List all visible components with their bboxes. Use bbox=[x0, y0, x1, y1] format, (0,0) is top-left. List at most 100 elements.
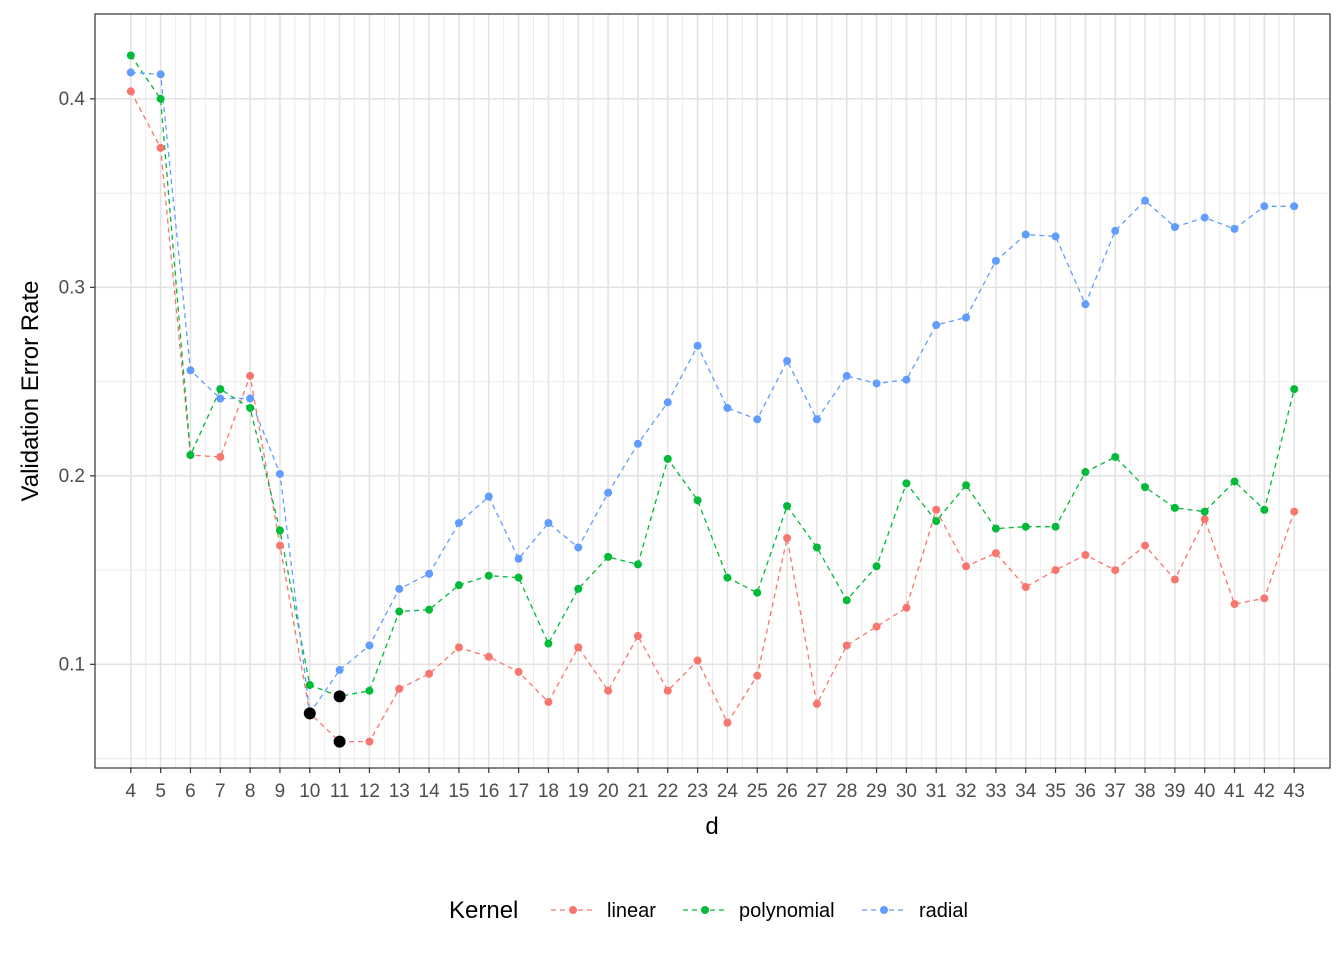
x-tick-label: 34 bbox=[1015, 781, 1037, 802]
x-tick-label: 31 bbox=[926, 781, 947, 802]
data-point-polynomial bbox=[1021, 522, 1030, 531]
data-point-linear bbox=[484, 652, 493, 661]
y-tick-label: 0.4 bbox=[59, 89, 86, 110]
data-point-polynomial bbox=[246, 403, 255, 412]
data-points bbox=[126, 51, 1299, 746]
x-tick-label: 25 bbox=[747, 781, 768, 802]
data-point-radial bbox=[1111, 226, 1120, 235]
data-point-linear bbox=[1260, 594, 1269, 603]
data-point-radial bbox=[544, 518, 553, 527]
grid-lines bbox=[95, 14, 1330, 768]
x-tick-label: 37 bbox=[1105, 781, 1126, 802]
highlighted-point bbox=[333, 690, 346, 703]
x-tick-label: 7 bbox=[215, 781, 226, 802]
legend-key-point-polynomial bbox=[701, 906, 709, 914]
data-point-radial bbox=[902, 375, 911, 384]
data-point-polynomial bbox=[126, 51, 135, 60]
y-axis-title: Validation Error Rate bbox=[17, 281, 44, 502]
y-tick-label: 0.3 bbox=[59, 277, 85, 298]
data-point-polynomial bbox=[991, 524, 1000, 533]
data-point-linear bbox=[1081, 550, 1090, 559]
data-point-polynomial bbox=[544, 639, 553, 648]
x-tick-label: 12 bbox=[359, 781, 380, 802]
data-point-polynomial bbox=[216, 385, 225, 394]
data-point-polynomial bbox=[872, 562, 881, 571]
legend-key-point-radial bbox=[880, 906, 888, 914]
data-point-linear bbox=[425, 669, 434, 678]
plot-panel-border bbox=[94, 13, 1331, 769]
data-point-radial bbox=[1290, 202, 1299, 211]
data-point-linear bbox=[126, 87, 135, 96]
data-point-radial bbox=[186, 366, 195, 375]
data-point-linear bbox=[633, 632, 642, 641]
data-point-linear bbox=[932, 505, 941, 514]
data-point-polynomial bbox=[1290, 385, 1299, 394]
x-tick-label: 20 bbox=[598, 781, 619, 802]
data-point-polynomial bbox=[902, 479, 911, 488]
x-tick-label: 6 bbox=[185, 781, 196, 802]
data-point-polynomial bbox=[663, 454, 672, 463]
data-point-polynomial bbox=[425, 605, 434, 614]
y-tick-label: 0.1 bbox=[59, 654, 85, 675]
highlighted-point bbox=[333, 735, 346, 748]
data-point-polynomial bbox=[604, 552, 613, 561]
data-point-linear bbox=[275, 541, 284, 550]
data-point-polynomial bbox=[1200, 507, 1209, 516]
series-line-polynomial bbox=[130, 55, 1295, 698]
x-tick-label: 19 bbox=[568, 781, 589, 802]
data-point-polynomial bbox=[783, 501, 792, 510]
x-tick-label: 23 bbox=[687, 781, 708, 802]
series-lines bbox=[130, 55, 1295, 743]
data-point-radial bbox=[842, 371, 851, 380]
x-tick-label: 4 bbox=[126, 781, 137, 802]
x-tick-label: 17 bbox=[508, 781, 529, 802]
data-point-radial bbox=[156, 70, 165, 79]
data-point-polynomial bbox=[1260, 505, 1269, 514]
data-point-radial bbox=[1170, 223, 1179, 232]
data-point-polynomial bbox=[156, 94, 165, 103]
x-tick-label: 21 bbox=[627, 781, 648, 802]
data-point-radial bbox=[275, 469, 284, 478]
data-point-polynomial bbox=[1170, 503, 1179, 512]
data-point-radial bbox=[1230, 224, 1239, 233]
legend-title: Kernel bbox=[449, 897, 518, 924]
x-tick-label: 5 bbox=[155, 781, 166, 802]
legend-label-polynomial: polynomial bbox=[739, 900, 835, 922]
x-tick-label: 39 bbox=[1164, 781, 1185, 802]
x-tick-label: 26 bbox=[777, 781, 798, 802]
data-point-radial bbox=[663, 398, 672, 407]
x-tick-label: 29 bbox=[866, 781, 887, 802]
data-point-radial bbox=[604, 488, 613, 497]
data-point-radial bbox=[216, 394, 225, 403]
data-point-radial bbox=[932, 321, 941, 330]
data-point-polynomial bbox=[1141, 483, 1150, 492]
data-point-radial bbox=[365, 641, 374, 650]
data-point-polynomial bbox=[305, 681, 314, 690]
data-point-linear bbox=[753, 671, 762, 680]
data-point-polynomial bbox=[186, 451, 195, 460]
data-point-radial bbox=[693, 341, 702, 350]
data-point-linear bbox=[395, 684, 404, 693]
data-point-linear bbox=[783, 534, 792, 543]
x-tick-label: 9 bbox=[275, 781, 286, 802]
data-point-radial bbox=[454, 518, 463, 527]
x-tick-label: 36 bbox=[1075, 781, 1096, 802]
data-point-linear bbox=[872, 622, 881, 631]
data-point-linear bbox=[156, 143, 165, 152]
x-tick-label: 43 bbox=[1284, 781, 1305, 802]
x-tick-label: 8 bbox=[245, 781, 256, 802]
data-point-polynomial bbox=[275, 526, 284, 535]
data-point-polynomial bbox=[574, 584, 583, 593]
data-point-linear bbox=[246, 371, 255, 380]
data-point-radial bbox=[1200, 213, 1209, 222]
x-tick-label: 10 bbox=[299, 781, 320, 802]
data-point-radial bbox=[1051, 232, 1060, 241]
data-point-radial bbox=[753, 415, 762, 424]
x-tick-label: 11 bbox=[330, 781, 350, 802]
data-point-polynomial bbox=[1111, 452, 1120, 461]
x-tick-label: 15 bbox=[448, 781, 469, 802]
data-point-radial bbox=[633, 439, 642, 448]
data-point-linear bbox=[365, 737, 374, 746]
